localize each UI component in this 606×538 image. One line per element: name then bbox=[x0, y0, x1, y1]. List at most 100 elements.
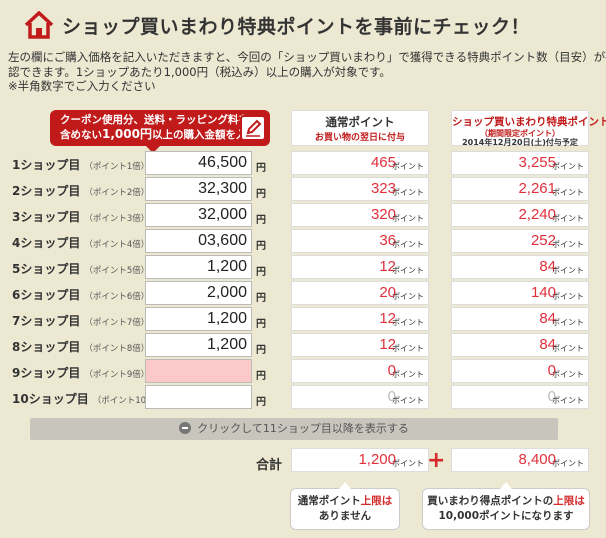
yen-unit: 円 bbox=[256, 345, 266, 356]
normal-point-value: 0 bbox=[387, 362, 396, 379]
purchase-amount-input[interactable]: 1,200 bbox=[145, 255, 252, 279]
point-unit: ポイント bbox=[392, 188, 424, 197]
minus-circle-icon bbox=[179, 422, 192, 434]
purchase-amount-input[interactable]: 2,000 bbox=[145, 281, 252, 305]
shop-row-label: 2ショップ目 （ポイント2倍） bbox=[12, 182, 149, 199]
point-unit: ポイント bbox=[552, 459, 584, 468]
shop-row-label: 1ショップ目 （ポイント1倍） bbox=[12, 156, 149, 173]
multiplier-label: （ポイント6倍） bbox=[84, 292, 150, 302]
total-normal-value: 1,200 bbox=[358, 451, 396, 468]
total-label: 合計 bbox=[256, 458, 283, 473]
purchase-amount-input[interactable]: 1,200 bbox=[145, 307, 252, 331]
normal-point-cell: 320 ポイント bbox=[291, 203, 429, 227]
normal-point-cell: 12 ポイント bbox=[291, 307, 429, 331]
multiplier-label: （ポイント2倍） bbox=[84, 188, 150, 198]
yen-unit: 円 bbox=[256, 371, 266, 382]
expand-more-shops-button[interactable]: クリックして11ショップ目以降を表示する bbox=[30, 418, 558, 440]
point-unit: ポイント bbox=[392, 318, 424, 327]
multiplier-label: （ポイント3倍） bbox=[84, 214, 150, 224]
shop-number: 7ショップ目 bbox=[12, 314, 81, 328]
point-unit: ポイント bbox=[552, 370, 584, 379]
purchase-amount-input[interactable]: 1,200 bbox=[145, 333, 252, 357]
note-line: ありません bbox=[318, 510, 372, 522]
note-highlight: 上限は bbox=[553, 495, 585, 507]
shop-number: 8ショップ目 bbox=[12, 340, 81, 354]
point-unit: ポイント bbox=[392, 459, 424, 468]
normal-point-cell: 0 ポイント bbox=[291, 359, 429, 383]
shop-row: 8ショップ目 （ポイント8倍） 1,200 円 12 ポイント 84 ポイント bbox=[0, 332, 606, 358]
point-unit: ポイント bbox=[552, 240, 584, 249]
note-line: 通常ポイント上限は bbox=[291, 494, 399, 509]
bonus-point-cell: 2,240 ポイント bbox=[451, 203, 589, 227]
multiplier-label: （ポイント7倍） bbox=[84, 318, 150, 328]
normal-point-value: 323 bbox=[370, 180, 396, 197]
multiplier-label: （ポイント10倍） bbox=[92, 396, 164, 406]
bonus-point-header: ショップ買いまわり特典ポイント （期間限定ポイント） 2014年12月20日(土… bbox=[451, 110, 606, 147]
normal-point-value: 20 bbox=[379, 284, 396, 301]
intro-line: ※半角数字でご入力ください bbox=[8, 79, 156, 93]
purchase-amount-input[interactable]: 03,600 bbox=[145, 229, 252, 253]
bonus-point-value: 84 bbox=[539, 310, 556, 327]
purchase-amount-input[interactable]: 32,000 bbox=[145, 203, 252, 227]
normal-point-value: 12 bbox=[379, 258, 396, 275]
shop-number: 1ショップ目 bbox=[12, 158, 81, 172]
normal-point-value: 36 bbox=[379, 232, 396, 249]
bonus-point-cell: 84 ポイント bbox=[451, 255, 589, 279]
normal-point-value: 12 bbox=[379, 336, 396, 353]
bonus-point-cell: 84 ポイント bbox=[451, 333, 589, 357]
input-header-line1: クーポン使用分、送料・ラッピング料を bbox=[60, 114, 249, 126]
yen-unit: 円 bbox=[256, 267, 266, 278]
page-title: ショップ買いまわり特典ポイントを事前にチェック！ bbox=[62, 15, 531, 38]
point-unit: ポイント bbox=[392, 240, 424, 249]
bonus-point-value: 140 bbox=[530, 284, 556, 301]
bonus-point-value: 84 bbox=[539, 336, 556, 353]
expand-label: クリックして11ショップ目以降を表示する bbox=[197, 422, 409, 435]
bonus-point-cell: 2,261 ポイント bbox=[451, 177, 589, 201]
point-unit: ポイント bbox=[392, 266, 424, 275]
yen-unit: 円 bbox=[256, 293, 266, 304]
purchase-amount-input[interactable] bbox=[145, 359, 252, 383]
intro-line: 認できます。1ショップあたり1,000円（税込み）以上の購入が対象です。 bbox=[8, 64, 391, 79]
normal-point-cell: 20 ポイント bbox=[291, 281, 429, 305]
normal-point-value: 320 bbox=[370, 206, 396, 223]
shop-row: 1ショップ目 （ポイント1倍） 46,500 円 465 ポイント 3,255 ポイント bbox=[0, 150, 606, 176]
shop-row: 9ショップ目 （ポイント9倍）円 0 ポイント 0 ポイント bbox=[0, 358, 606, 384]
point-unit: ポイント bbox=[552, 188, 584, 197]
bonus-point-cell: 3,255 ポイント bbox=[451, 151, 589, 175]
shop-row: 4ショップ目 （ポイント4倍） 03,600 円 36 ポイント 252 ポイント bbox=[0, 228, 606, 254]
plus-icon: + bbox=[427, 448, 446, 473]
point-unit: ポイント bbox=[552, 344, 584, 353]
bonus-point-cell: 252 ポイント bbox=[451, 229, 589, 253]
point-unit: ポイント bbox=[552, 292, 584, 301]
normal-limit-note: 通常ポイント上限は ありません bbox=[290, 482, 400, 530]
shop-row-label: 4ショップ目 （ポイント4倍） bbox=[12, 234, 149, 251]
point-unit: ポイント bbox=[392, 370, 424, 379]
note-line: 10,000ポイントになります bbox=[438, 510, 574, 522]
point-unit: ポイント bbox=[392, 344, 424, 353]
multiplier-label: （ポイント9倍） bbox=[84, 370, 150, 380]
point-unit: ポイント bbox=[552, 318, 584, 327]
point-unit: ポイント bbox=[552, 214, 584, 223]
shop-number: 2ショップ目 bbox=[12, 184, 81, 198]
shop-row: 2ショップ目 （ポイント2倍） 32,300 円 323 ポイント 2,261 ポイント bbox=[0, 176, 606, 202]
purchase-amount-input[interactable]: 46,500 bbox=[145, 151, 252, 175]
bonus-limit-note: 買いまわり得点ポイントの上限は 10,000ポイントになります bbox=[422, 482, 590, 530]
intro-line: 左の欄にご購入価格を記入いただきますと、今回の「ショップ買いまわり」で獲得できる… bbox=[8, 50, 606, 64]
shop-row-label: 6ショップ目 （ポイント6倍） bbox=[12, 286, 149, 303]
point-unit: ポイント bbox=[392, 396, 424, 405]
yen-unit: 円 bbox=[256, 397, 266, 408]
input-header-text: 以上の購入金額を入力 bbox=[151, 129, 257, 141]
shop-number: 10ショップ目 bbox=[12, 392, 89, 406]
pencil-icon bbox=[240, 115, 266, 141]
input-header-amount: 1,000円 bbox=[102, 127, 152, 141]
input-header-line2: 含めない1,000円以上の購入金額を入力 bbox=[60, 127, 270, 142]
bonus-point-title: ショップ買いまわり特典ポイント bbox=[452, 116, 606, 128]
purchase-amount-input[interactable]: 32,300 bbox=[145, 177, 252, 201]
bonus-point-date: 2014年12月20日(土)付与予定 bbox=[462, 138, 578, 147]
purchase-amount-input[interactable] bbox=[145, 385, 252, 409]
normal-point-value: 12 bbox=[379, 310, 396, 327]
normal-point-cell: 36 ポイント bbox=[291, 229, 429, 253]
note-text: 買いまわり得点ポイントの bbox=[427, 495, 554, 507]
yen-unit: 円 bbox=[256, 241, 266, 252]
